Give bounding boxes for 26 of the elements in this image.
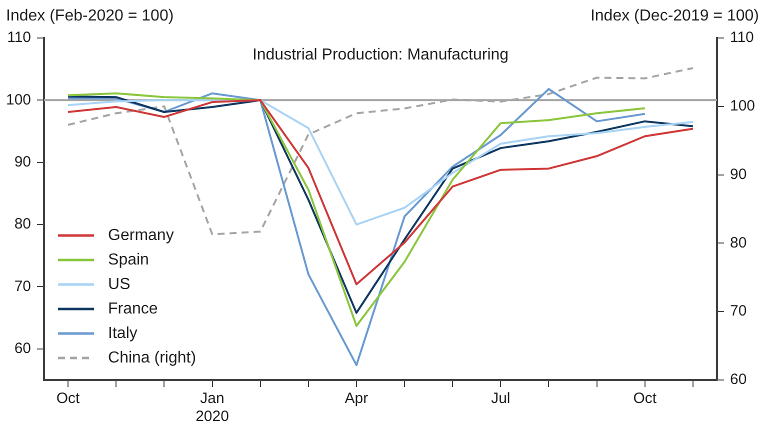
y-tick-label: 110 bbox=[7, 29, 32, 46]
y2-tick-label: 100 bbox=[730, 98, 756, 115]
legend-label: US bbox=[108, 276, 130, 293]
legend-label: France bbox=[108, 300, 158, 318]
y2-tick-label: 110 bbox=[730, 29, 754, 46]
y2-tick-label: 70 bbox=[730, 302, 747, 320]
y2-tick-label: 90 bbox=[730, 166, 747, 183]
y-tick-label: 80 bbox=[14, 216, 32, 233]
x-tick-label: Oct bbox=[633, 390, 658, 408]
legend-label: Germany bbox=[108, 226, 174, 244]
y-tick-label: 100 bbox=[6, 91, 32, 108]
x-tick-label: Oct bbox=[56, 390, 81, 408]
x-tick-label: Apr bbox=[344, 390, 368, 408]
y-tick-label: 70 bbox=[14, 278, 32, 295]
text: Industrial Production: Manufacturing bbox=[252, 46, 509, 64]
y-axis-title: Index (Feb-2020 = 100) bbox=[6, 7, 174, 24]
y-tick-label: 90 bbox=[14, 154, 32, 171]
y2-axis-title: Index (Dec-2019 = 100) bbox=[590, 7, 759, 24]
legend-label: Italy bbox=[108, 324, 138, 342]
x-tick-label: Jul bbox=[491, 390, 510, 408]
x-tick-label: Jan 2020 bbox=[196, 390, 229, 426]
y2-tick-label: 80 bbox=[730, 234, 747, 252]
legend-label: Spain bbox=[108, 251, 149, 268]
y-tick-label: 60 bbox=[14, 340, 32, 358]
y2-tick-label: 60 bbox=[730, 371, 747, 388]
legend-label: China (right) bbox=[108, 349, 196, 366]
